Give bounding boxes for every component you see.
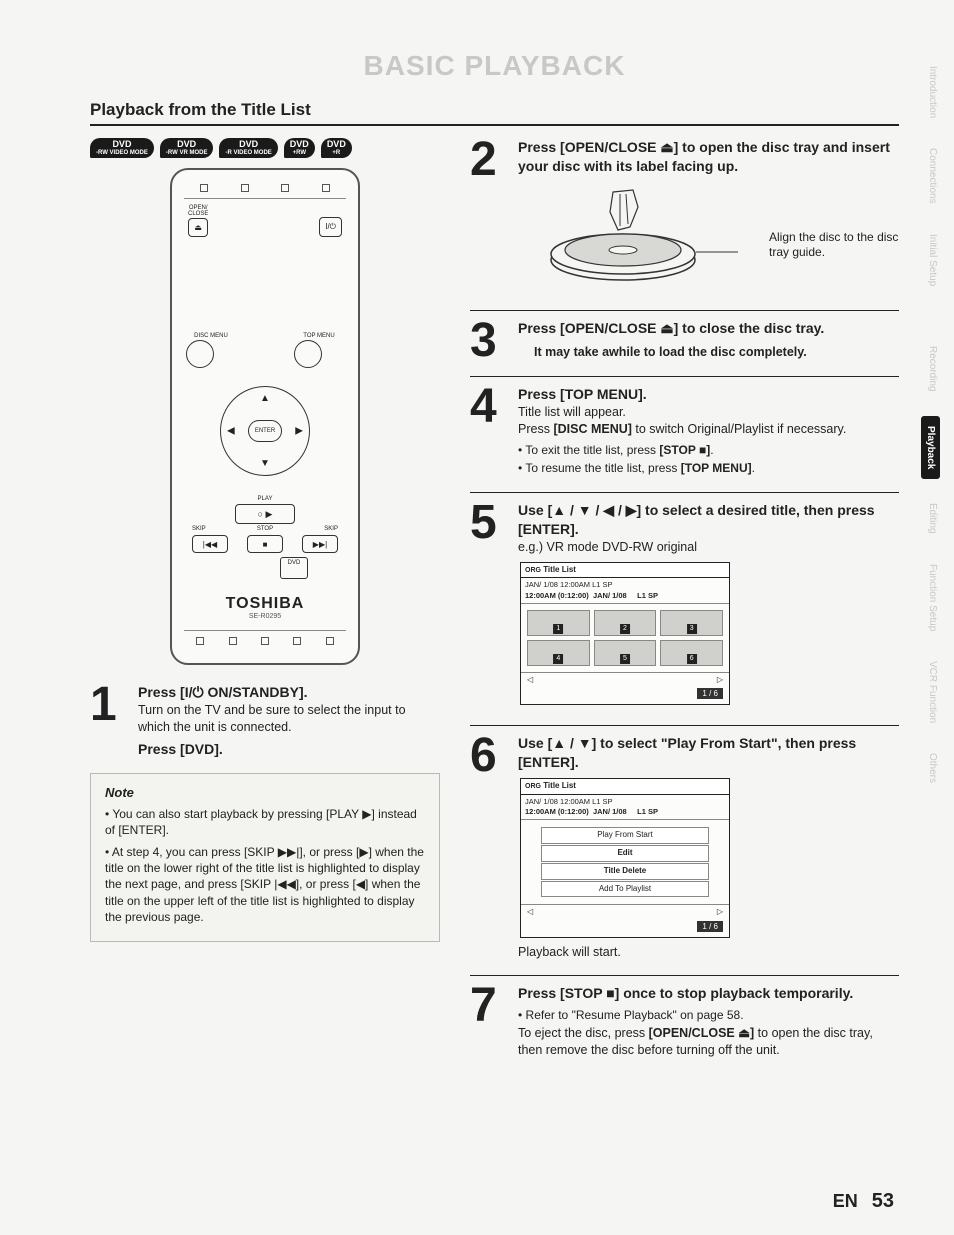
side-tab: Initial Setup — [921, 228, 940, 292]
page-number: EN53 — [833, 1190, 894, 1213]
step5-eg: e.g.) VR mode DVD-RW original — [518, 539, 899, 556]
play-button: ○ ▶ — [235, 504, 295, 524]
step4-b1: To exit the title list, press [STOP ■]. — [518, 442, 899, 458]
dpad: ▲▼ ◀▶ ENTER — [220, 386, 310, 476]
section-title: Playback from the Title List — [90, 100, 899, 126]
step7-title: Press [STOP ■] once to stop playback tem… — [518, 984, 899, 1003]
side-tab: Function Setup — [921, 558, 940, 637]
step4-l3: Press [DISC MENU] to switch Original/Pla… — [518, 421, 899, 438]
step4-b2: To resume the title list, press [TOP MEN… — [518, 460, 899, 476]
stop-button: ■ — [247, 535, 283, 553]
remote-model: SE-R0295 — [184, 613, 346, 620]
disc-menu-button — [186, 340, 214, 368]
side-tabs: Introduction Connections Initial Setup R… — [921, 60, 940, 789]
step-number: 5 — [470, 501, 508, 711]
side-tab: VCR Function — [921, 655, 940, 729]
step-4: 4 Press [TOP MENU]. Title list will appe… — [470, 385, 899, 478]
badge: DVD-RW VR MODE — [160, 138, 214, 158]
remote-brand: TOSHIBA — [184, 595, 346, 613]
title-list-box: ORG Title List JAN/ 1/08 12:00AM L1 SP 1… — [520, 562, 730, 706]
side-tab: Editing — [921, 497, 940, 540]
step4-l2: Title list will appear. — [518, 404, 899, 421]
step-3: 3 Press [OPEN/CLOSE ⏏] to close the disc… — [470, 319, 899, 362]
dvd-button: DVD — [280, 557, 308, 579]
badge: DVD-RW VIDEO MODE — [90, 138, 154, 158]
power-button: I/⏻ — [319, 217, 342, 237]
step-number: 6 — [470, 734, 508, 960]
side-tab: Connections — [921, 142, 940, 210]
step1-press-dvd: Press [DVD]. — [138, 740, 440, 759]
top-menu-button — [294, 340, 322, 368]
step-number: 3 — [470, 319, 508, 362]
side-tab: Others — [921, 747, 940, 789]
open-close-button: ⏏ — [188, 218, 208, 237]
remote-illustration: OPEN/ CLOSE ⏏ I/⏻ DISC MENU TOP MENU ▲▼ — [170, 168, 360, 665]
step4-title: Press [TOP MENU]. — [518, 385, 899, 404]
stop-label: STOP — [257, 526, 273, 532]
note-box: Note You can also start playback by pres… — [90, 773, 440, 942]
badge: DVD-R VIDEO MODE — [219, 138, 277, 158]
menu-row: Play From Start — [541, 827, 709, 844]
side-tab: Recording — [921, 340, 940, 398]
enter-button: ENTER — [248, 420, 282, 442]
step1-title: Press [I/⏻ ON/STANDBY]. — [138, 683, 440, 702]
chapter-header: BASIC PLAYBACK — [90, 50, 899, 82]
badge: DVD+R — [321, 138, 352, 158]
step5-title: Use [▲ / ▼ / ◀ / ▶] to select a desired … — [518, 501, 899, 539]
side-tab-active: Playback — [921, 416, 940, 479]
play-label: PLAY — [184, 496, 346, 502]
menu-row: Add To Playlist — [541, 881, 709, 898]
skip-fwd-label: SKIP — [324, 526, 338, 532]
step3-title: Press [OPEN/CLOSE ⏏] to close the disc t… — [518, 319, 899, 338]
skip-back-label: SKIP — [192, 526, 206, 532]
disc-illustration: Align the disc to the disc tray guide. — [538, 182, 899, 292]
step-number: 4 — [470, 385, 508, 478]
step3-note: It may take awhile to load the disc comp… — [534, 344, 899, 360]
menu-row: Edit — [541, 845, 709, 862]
step6-after: Playback will start. — [518, 944, 899, 961]
step7-eject: To eject the disc, press [OPEN/CLOSE ⏏] … — [518, 1025, 899, 1059]
skip-back-button: |◀◀ — [192, 535, 228, 553]
right-column: 2 Press [OPEN/CLOSE ⏏] to open the disc … — [470, 138, 899, 1073]
top-menu-label: TOP MENU — [294, 333, 344, 339]
side-tab: Introduction — [921, 60, 940, 124]
disc-caption: Align the disc to the disc tray guide. — [769, 230, 899, 261]
note-title: Note — [105, 784, 425, 802]
step2-title: Press [OPEN/CLOSE ⏏] to open the disc tr… — [518, 138, 899, 176]
step-number: 7 — [470, 984, 508, 1059]
disc-menu-label: DISC MENU — [186, 333, 236, 339]
open-close-label: OPEN/ CLOSE — [188, 205, 208, 217]
note-item: At step 4, you can press [SKIP ▶▶|], or … — [105, 844, 425, 925]
menu-row: Title Delete — [541, 863, 709, 880]
step7-ref: Refer to "Resume Playback" on page 58. — [518, 1007, 899, 1023]
skip-fwd-button: ▶▶| — [302, 535, 338, 553]
left-column: DVD-RW VIDEO MODE DVD-RW VR MODE DVD-R V… — [90, 138, 440, 1073]
step-number: 1 — [90, 683, 128, 759]
step6-title: Use [▲ / ▼] to select "Play From Start",… — [518, 734, 899, 772]
badge: DVD+RW — [284, 138, 315, 158]
step-5: 5 Use [▲ / ▼ / ◀ / ▶] to select a desire… — [470, 501, 899, 711]
step-1: 1 Press [I/⏻ ON/STANDBY]. Turn on the TV… — [90, 683, 440, 759]
disc-type-badges: DVD-RW VIDEO MODE DVD-RW VR MODE DVD-R V… — [90, 138, 440, 158]
step-2: 2 Press [OPEN/CLOSE ⏏] to open the disc … — [470, 138, 899, 296]
step-7: 7 Press [STOP ■] once to stop playback t… — [470, 984, 899, 1059]
note-item: You can also start playback by pressing … — [105, 806, 425, 838]
step1-desc: Turn on the TV and be sure to select the… — [138, 702, 440, 736]
step-6: 6 Use [▲ / ▼] to select "Play From Start… — [470, 734, 899, 960]
title-list-menu-box: ORG Title List JAN/ 1/08 12:00AM L1 SP 1… — [520, 778, 730, 938]
step-number: 2 — [470, 138, 508, 296]
side-tab — [921, 310, 940, 322]
